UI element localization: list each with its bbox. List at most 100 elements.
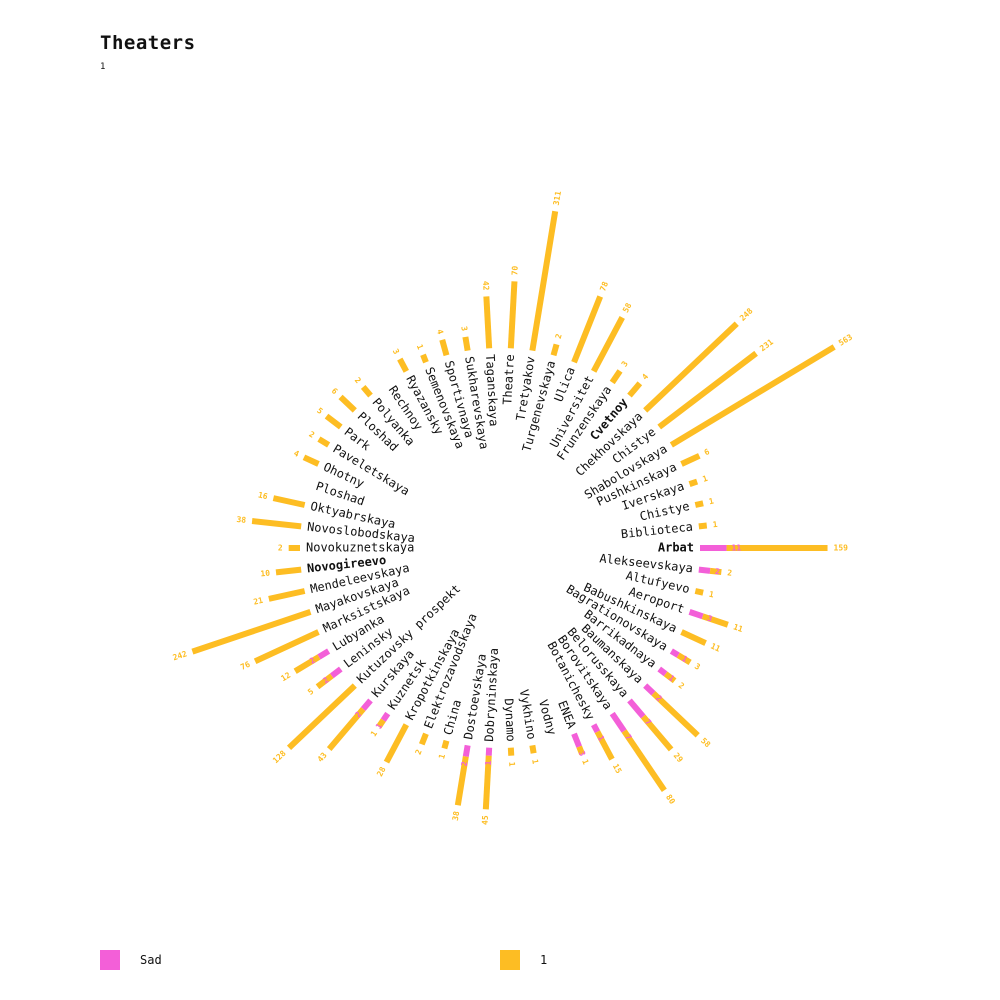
bar-one-chekhovskaya-51 <box>643 321 739 413</box>
bar-one-tretyakov-45 <box>529 210 559 352</box>
bar-one-barrikadnaya-6 <box>663 671 677 684</box>
value-label-one-universitet-48: 58 <box>621 301 634 314</box>
bar-one-kuznetsk-20 <box>376 718 386 729</box>
value-label-one-aeroport-3: 11 <box>732 622 744 634</box>
value-label-one-marksistskaya-25: 76 <box>239 660 252 672</box>
value-label-one-altufyevo-2: 1 <box>708 590 715 600</box>
bar-sad-alekseevskaya-1 <box>698 566 711 574</box>
bar-sad-enea-11 <box>571 732 582 748</box>
bar-one-ploshad-36 <box>338 394 357 413</box>
value-label-one-barrikadnaya-6: 2 <box>677 681 686 691</box>
value-label-sad-arbat-0: 11 <box>732 544 742 553</box>
bar-one-kurskaya-21 <box>326 707 366 752</box>
value-label-one-park-35: 5 <box>315 406 324 416</box>
bar-one-frunzenskaya-49 <box>609 369 623 385</box>
bar-one-botanichesky-10 <box>594 730 615 761</box>
bar-one-kutuzovsky-prospekt-22 <box>286 683 357 751</box>
bar-one-chistye-56 <box>694 500 704 508</box>
value-label-one-novoslobodskaya-30: 38 <box>236 515 247 525</box>
value-label-one-arbat-0: 159 <box>834 544 849 553</box>
value-label-one-kuznetsk-20: 1 <box>369 729 379 738</box>
bar-one-shabolovskaya-53 <box>669 344 836 448</box>
category-label-dynamo-14: Dynamo <box>502 698 518 742</box>
value-label-sad-kuznetsk-20: 1 <box>374 722 384 731</box>
value-label-one-novogireevo-28: 10 <box>260 569 271 579</box>
value-label-sad-leninsky-23: 2 <box>321 675 330 685</box>
value-label-one-cvetnoy-50: 4 <box>640 372 650 382</box>
value-label-one-polyanka-37: 2 <box>353 376 363 386</box>
value-label-one-mayakovskaya-26: 242 <box>172 649 189 662</box>
value-label-one-shabolovskaya-53: 563 <box>837 332 854 347</box>
bar-one-china-17 <box>441 739 450 750</box>
value-label-one-iverskaya-55: 1 <box>701 474 709 484</box>
value-label-one-lubyanka-24: 12 <box>279 670 292 683</box>
value-label-one-chistye-52: 231 <box>758 337 775 353</box>
value-label-one-turgenevskaya-46: 2 <box>554 333 564 340</box>
value-label-one-taganskaya-43: 42 <box>481 281 491 291</box>
value-label-one-sukharevskaya-42: 3 <box>459 326 469 332</box>
value-label-sad-dostoevskaya-16: 2 <box>460 761 470 767</box>
category-label-biblioteca-57: Biblioteca <box>620 520 693 542</box>
value-label-sad-aeroport-3: 3 <box>706 614 714 624</box>
value-label-one-mendeleevskaya-27: 21 <box>253 596 265 607</box>
bar-one-ryazansky-39 <box>397 357 409 373</box>
value-label-one-ulica-47: 78 <box>598 280 610 292</box>
value-label-sad-kurskaya-21: 2 <box>353 710 363 720</box>
bar-one-enea-11 <box>576 745 585 756</box>
bar-one-park-35 <box>324 413 343 430</box>
value-label-one-oktyabrskaya-31: 16 <box>257 490 269 501</box>
legend-item-sad: Sad <box>100 950 162 970</box>
legend-item-one: 1 <box>500 950 547 970</box>
value-label-sad-borovitskaya-9: 7 <box>623 733 633 742</box>
bar-one-biblioteca-57 <box>698 522 708 530</box>
value-label-one-borovitskaya-9: 80 <box>664 793 677 806</box>
bar-one-paveletskaya-34 <box>317 436 331 448</box>
bar-sad-botanichesky-10 <box>591 723 601 734</box>
bar-one-pushkinskaya-54 <box>680 453 701 467</box>
chart-title: Theaters <box>100 32 196 54</box>
value-label-one-belorusskaya-8: 29 <box>672 751 685 764</box>
bar-one-mayakovskaya-26 <box>191 609 312 655</box>
bar-sad-lubyanka-24 <box>317 648 331 660</box>
legend-swatch-sad <box>100 950 120 970</box>
bar-one-chistye-52 <box>657 350 758 430</box>
bar-one-semenovskaya-40 <box>420 353 429 364</box>
category-label-arbat-0: Arbat <box>658 541 694 555</box>
value-label-sad-alekseevskaya-1: 2 <box>715 567 721 576</box>
bar-one-vykhino-13 <box>529 744 537 754</box>
value-label-one-alekseevskaya-1: 2 <box>727 568 733 577</box>
value-label-one-frunzenskaya-49: 3 <box>620 359 630 368</box>
value-label-one-kutuzovsky-prospekt-22: 128 <box>271 749 288 766</box>
value-label-one-dynamo-14: 1 <box>507 761 516 766</box>
value-label-one-babushkinskaya-4: 11 <box>709 642 722 654</box>
bar-one-belorusskaya-8 <box>640 714 674 752</box>
bar-sad-bagrationovskaya-5 <box>669 648 680 658</box>
bar-one-dobryninskaya-15 <box>482 755 492 810</box>
value-label-sad-belorusskaya-8: 7 <box>643 717 653 727</box>
bar-one-iverskaya-55 <box>688 478 699 487</box>
value-label-one-chistye-56: 1 <box>708 497 715 507</box>
bar-sad-kurskaya-21 <box>360 698 373 712</box>
category-label-vykhino-13: Vykhino <box>517 688 539 740</box>
value-label-one-elektrozavodskaya-18: 2 <box>414 748 424 756</box>
value-label-sad-lubyanka-24: 2 <box>308 656 317 666</box>
value-label-one-dostoevskaya-16: 38 <box>451 810 461 821</box>
category-label-theatre-44: Theatre <box>500 354 517 405</box>
value-label-one-ohotny-33: 4 <box>292 449 300 459</box>
value-label-sad-bagrationovskaya-5: 1 <box>680 654 689 664</box>
bar-sad-aeroport-3 <box>688 609 704 620</box>
category-label-dobryninskaya-15: Dobryninskaya <box>482 648 501 743</box>
bar-one-taganskaya-43 <box>483 296 493 349</box>
bar-sad-borovitskaya-9 <box>609 711 627 733</box>
value-label-sad-dobryninskaya-15: 1 <box>484 760 493 765</box>
value-label-one-enea-11: 1 <box>580 758 590 766</box>
chart-subtitle: 1 <box>100 62 106 72</box>
bar-one-borovitskaya-9 <box>621 729 667 793</box>
value-label-one-pushkinskaya-54: 6 <box>703 447 711 457</box>
value-label-one-theatre-44: 70 <box>510 265 520 275</box>
bar-one-polyanka-37 <box>360 384 373 398</box>
bar-one-lubyanka-24 <box>293 654 321 674</box>
bar-one-sukharevskaya-42 <box>462 336 471 352</box>
bar-one-mendeleevskaya-27 <box>268 588 306 602</box>
